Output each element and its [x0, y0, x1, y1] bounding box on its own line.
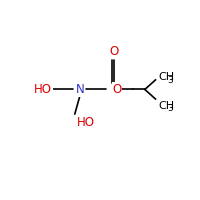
Text: CH: CH	[159, 101, 175, 111]
Text: HO: HO	[34, 83, 52, 96]
Text: O: O	[113, 83, 122, 96]
Text: 3: 3	[167, 104, 173, 113]
Text: N: N	[76, 83, 85, 96]
Text: O: O	[109, 45, 119, 58]
Text: CH: CH	[159, 72, 175, 82]
Text: 3: 3	[167, 76, 173, 85]
Text: HO: HO	[77, 116, 95, 129]
